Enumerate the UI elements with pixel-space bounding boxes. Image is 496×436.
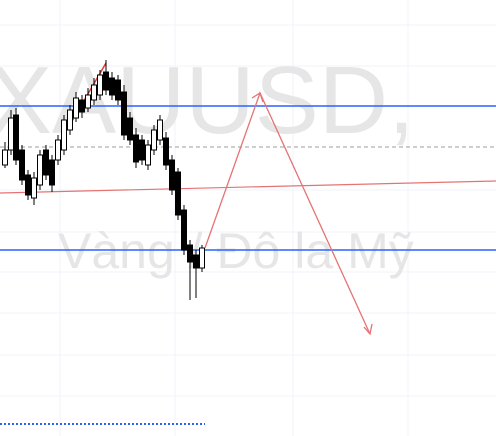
candle-body: [49, 159, 55, 186]
candle-body: [2, 149, 8, 166]
candle-body: [79, 99, 85, 113]
candle-body: [55, 139, 61, 161]
candles: [2, 60, 205, 300]
candle-body: [175, 171, 181, 216]
candle-body: [169, 159, 175, 191]
arrow-head: [251, 92, 264, 103]
candle-body: [37, 154, 43, 186]
candle-body: [145, 144, 151, 166]
candle-body: [13, 114, 19, 161]
candle-body: [109, 77, 115, 96]
candle-body: [8, 117, 14, 151]
candle-body: [193, 254, 199, 269]
candle-body: [151, 129, 157, 151]
candle-body: [85, 94, 91, 109]
candle-body: [115, 79, 121, 101]
candle-body: [73, 97, 79, 119]
watermark-name: Vàng / Đô la Mỹ: [58, 223, 414, 279]
candle-body: [61, 119, 67, 151]
candle-body: [181, 209, 187, 251]
candle-body: [163, 137, 169, 166]
trend-line: [0, 180, 496, 194]
candle-body: [103, 71, 109, 91]
candle-body: [97, 74, 103, 96]
candle-body: [133, 134, 139, 163]
candle-body: [67, 109, 73, 131]
candle-body: [199, 247, 205, 269]
candle-body: [157, 119, 163, 141]
candle-body: [19, 149, 25, 181]
candle-body: [25, 174, 31, 196]
arrow-head: [363, 323, 373, 336]
candle-body: [127, 117, 133, 141]
candle-body: [31, 177, 37, 199]
candle-body: [43, 149, 49, 176]
candle-body: [91, 84, 97, 101]
candle-body: [139, 139, 145, 161]
watermark-symbol: XAUUSD,: [0, 47, 415, 154]
candle-body: [187, 244, 193, 263]
candle-body: [121, 91, 127, 136]
